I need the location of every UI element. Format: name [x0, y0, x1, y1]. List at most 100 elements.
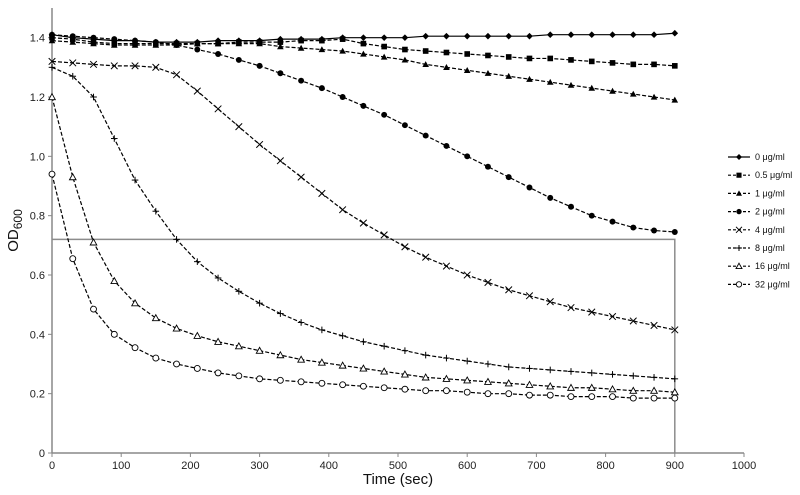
data-point — [318, 326, 326, 334]
data-point — [567, 81, 575, 88]
data-point — [463, 357, 471, 365]
data-point — [608, 312, 617, 321]
data-point — [484, 390, 492, 398]
data-point — [131, 62, 139, 70]
data-point — [151, 313, 160, 322]
data-point — [526, 32, 533, 40]
y-tick-label: 0 — [39, 448, 45, 460]
data-point — [131, 176, 139, 184]
data-point — [298, 37, 304, 44]
data-point — [48, 170, 56, 178]
data-point — [567, 368, 575, 375]
data-point — [380, 231, 388, 239]
marker-stroke — [276, 157, 285, 165]
data-point — [338, 361, 347, 369]
data-point — [131, 344, 139, 352]
data-point — [297, 44, 305, 51]
y-tick-label: 0.6 — [30, 270, 45, 282]
data-point — [339, 94, 346, 100]
series-line — [51, 34, 675, 233]
data-point — [546, 31, 554, 38]
data-point — [194, 46, 201, 53]
series-group — [48, 64, 679, 383]
marker-stroke — [338, 206, 347, 214]
data-point — [525, 380, 534, 388]
legend-label: 8 μg/ml — [755, 243, 785, 253]
legend-label: 0.5 μg/ml — [755, 170, 792, 180]
data-point — [588, 393, 596, 401]
data-point — [360, 338, 367, 346]
data-point — [526, 75, 533, 82]
marker-stroke — [172, 71, 181, 79]
data-point — [484, 278, 492, 287]
legend-item: 16 μg/ml — [728, 261, 790, 271]
data-point — [297, 319, 305, 326]
legend-item: 4 μg/ml — [728, 225, 785, 235]
data-point — [360, 102, 367, 109]
data-point — [505, 72, 513, 79]
x-tick-label: 900 — [666, 460, 684, 472]
data-point — [359, 219, 368, 227]
data-point — [443, 64, 450, 70]
data-point — [588, 31, 596, 38]
data-point — [463, 67, 471, 73]
data-point — [48, 37, 56, 44]
data-point — [505, 174, 512, 181]
data-point — [111, 36, 118, 43]
data-point — [526, 184, 533, 191]
series-line — [51, 40, 675, 101]
marker-stroke — [131, 62, 139, 70]
y-tick-label: 1.2 — [30, 92, 45, 104]
data-point — [49, 31, 55, 38]
data-point — [69, 38, 77, 45]
data-point — [443, 49, 450, 56]
data-point — [443, 354, 450, 362]
data-point — [650, 374, 658, 381]
data-point — [90, 34, 97, 41]
data-point — [422, 61, 429, 68]
data-point — [505, 54, 512, 60]
legend-label: 4 μg/ml — [755, 225, 785, 235]
marker-stroke — [152, 63, 160, 71]
data-point — [629, 386, 638, 394]
data-point — [277, 39, 284, 45]
x-tick-label: 600 — [458, 460, 476, 472]
data-point — [132, 37, 139, 44]
data-point — [89, 60, 98, 69]
reference-box-layer — [52, 238, 676, 453]
data-point — [276, 157, 285, 165]
marker-stroke — [89, 60, 98, 69]
marker-stroke — [69, 59, 77, 67]
data-point — [69, 72, 77, 80]
x-tick-label: 100 — [112, 460, 130, 472]
x-tick-label: 500 — [389, 460, 407, 472]
data-point — [547, 194, 554, 201]
data-point — [588, 308, 596, 316]
data-point — [339, 36, 346, 42]
data-point — [485, 52, 491, 59]
marker-stroke — [671, 326, 679, 334]
data-point — [360, 50, 367, 57]
data-point — [650, 394, 658, 402]
legend-marker — [736, 172, 742, 178]
marker-stroke — [525, 292, 534, 300]
legend-label: 1 μg/ml — [755, 188, 785, 198]
legend-marker — [736, 245, 742, 251]
legend-label: 32 μg/ml — [755, 279, 790, 289]
legend-item: 2 μg/ml — [728, 207, 785, 217]
data-point — [525, 292, 534, 300]
data-point — [671, 63, 678, 69]
data-point — [671, 375, 679, 383]
data-point — [298, 77, 305, 84]
legend-label: 0 μg/ml — [755, 152, 785, 162]
data-point — [89, 238, 98, 246]
data-point — [609, 31, 616, 38]
data-point — [152, 354, 160, 362]
data-point — [400, 370, 409, 378]
series-layer — [47, 29, 679, 402]
data-point — [505, 286, 513, 294]
data-point — [131, 41, 139, 48]
data-point — [193, 365, 201, 372]
data-point — [173, 42, 180, 49]
data-point — [588, 58, 595, 65]
